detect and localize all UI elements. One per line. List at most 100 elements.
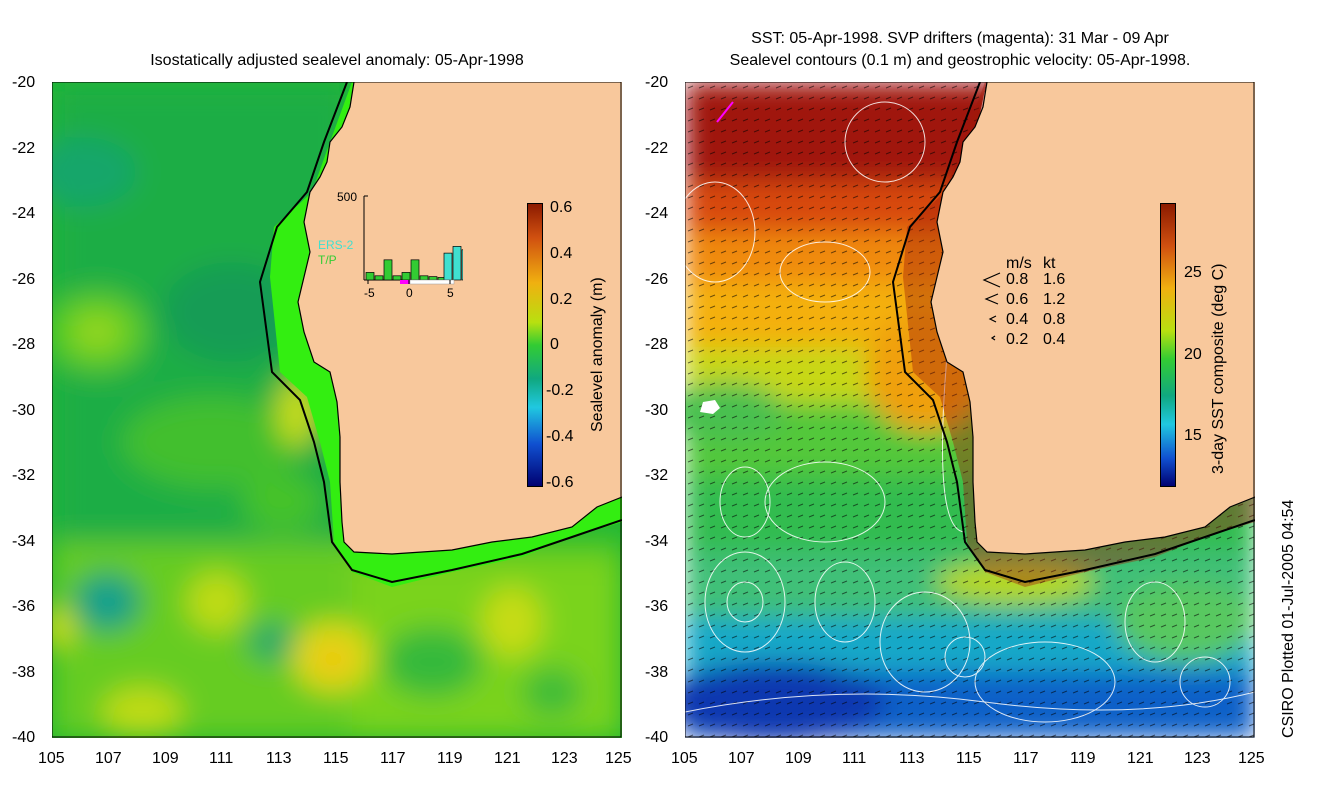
left-x-tick-7: 119 [437, 750, 463, 767]
left-cbar-tick-6: -0.6 [546, 474, 574, 491]
velocity-key-kt-0: 1.6 [1043, 271, 1066, 288]
left-y-tick-5: -30 [12, 402, 36, 419]
right-x-tick-5: 115 [956, 750, 982, 767]
left-cbar-tick-2: 0.2 [550, 291, 573, 308]
coastline-right [930, 82, 1255, 555]
inset-y-max: 500 [337, 190, 358, 204]
sealevel-colorbar [527, 203, 543, 487]
velocity-key-ms-1: 0.6 [1006, 291, 1029, 308]
velocity-key-ms-0: 0.8 [1006, 271, 1029, 288]
left-y-tick-1: -22 [12, 140, 36, 157]
left-x-tick-6: 117 [380, 750, 406, 767]
right-colorbar-label: 3-day SST composite (deg C) [1210, 263, 1227, 474]
velocity-key-kt-2: 0.8 [1043, 311, 1066, 328]
left-x-tick-1: 107 [95, 750, 122, 767]
velocity-key-header-kt: kt [1043, 255, 1056, 272]
plot-credit: CSIRO Plotted 01-Jul-2005 04:54 [1280, 499, 1297, 738]
right-y-tick-5: -30 [645, 402, 669, 419]
right-x-tick-2: 109 [785, 750, 812, 767]
right-x-tick-9: 123 [1184, 750, 1211, 767]
inset-tp-bar [410, 259, 420, 281]
velocity-key-kt-3: 0.4 [1043, 331, 1066, 348]
right-x-tick-7: 119 [1070, 750, 1096, 767]
left-cbar-tick-3: 0 [550, 336, 559, 353]
left-x-tick-8: 121 [494, 750, 521, 767]
left-y-tick-10: -40 [12, 729, 36, 746]
left-colorbar-label: Sealevel anomaly (m) [589, 277, 606, 432]
velocity-key-header-ms: m/s [1006, 255, 1032, 272]
inset-tp-bar [419, 275, 429, 281]
left-x-tick-9: 123 [551, 750, 578, 767]
left-y-tick-4: -28 [12, 336, 36, 353]
inset-x-tick-1: 0 [406, 286, 413, 300]
right-y-tick-7: -34 [645, 533, 669, 550]
right-panel-title-line2: Sealevel contours (0.1 m) and geostrophi… [729, 52, 1191, 69]
inset-ers2-bar [443, 252, 453, 281]
inset-tp-bar [374, 275, 384, 281]
velocity-key-ms-2: 0.4 [1006, 311, 1029, 328]
right-y-tick-9: -38 [645, 664, 669, 681]
inset-tp-bar [428, 276, 438, 281]
left-y-tick-0: -20 [12, 74, 36, 91]
inset-tp-bar [365, 272, 375, 281]
left-y-tick-8: -36 [12, 598, 36, 615]
svp-drifter-track [716, 101, 734, 123]
right-y-tick-2: -24 [645, 205, 669, 222]
left-x-tick-10: 125 [605, 750, 632, 767]
right-x-tick-8: 121 [1127, 750, 1154, 767]
inset-legend-ers2: ERS-2 [318, 238, 354, 252]
left-cbar-tick-1: 0.4 [550, 245, 573, 262]
velocity-key-ms-3: 0.2 [1006, 331, 1029, 348]
left-x-tick-0: 105 [38, 750, 65, 767]
left-cbar-tick-4: -0.2 [546, 382, 574, 399]
inset-tp-bar [401, 272, 411, 281]
sealevel-anomaly-map [52, 82, 622, 738]
inset-tp-bar [383, 259, 393, 281]
altimeter-histogram-inset [363, 195, 463, 285]
right-y-tick-10: -40 [645, 729, 669, 746]
left-x-tick-5: 115 [323, 750, 349, 767]
right-cbar-tick-1: 20 [1184, 346, 1202, 363]
left-x-tick-3: 111 [209, 750, 234, 767]
isobath-line [258, 82, 622, 584]
inset-tp-bar [392, 275, 402, 281]
anomaly-field [52, 82, 622, 738]
right-y-tick-3: -26 [645, 271, 669, 288]
right-cbar-tick-2: 15 [1184, 427, 1202, 444]
right-y-tick-4: -28 [645, 336, 669, 353]
left-panel-title: Isostatically adjusted sealevel anomaly:… [150, 52, 524, 69]
inset-legend-tp: T/P [318, 253, 337, 267]
left-y-tick-7: -34 [12, 533, 36, 550]
isobath-line-right [891, 82, 1255, 584]
left-x-tick-2: 109 [152, 750, 179, 767]
right-x-tick-0: 105 [671, 750, 698, 767]
coastline [297, 82, 622, 555]
right-panel-title-line1: SST: 05-Apr-1998. SVP drifters (magenta)… [751, 30, 1169, 47]
right-cbar-tick-0: 25 [1184, 264, 1202, 281]
cloud-mask [700, 400, 720, 414]
right-y-tick-0: -20 [645, 74, 669, 91]
left-y-tick-6: -32 [12, 467, 36, 484]
inset-x-tick-2: 5 [447, 286, 454, 300]
left-y-tick-3: -26 [12, 271, 36, 288]
right-x-tick-1: 107 [728, 750, 755, 767]
right-y-tick-6: -32 [645, 467, 669, 484]
velocity-key-arrows [982, 272, 1001, 341]
velocity-key-kt-1: 1.2 [1043, 291, 1066, 308]
right-y-tick-8: -36 [645, 598, 669, 615]
inset-time-track [409, 279, 455, 285]
right-x-tick-10: 125 [1238, 750, 1265, 767]
left-y-tick-2: -24 [12, 205, 36, 222]
right-x-tick-4: 113 [899, 750, 925, 767]
inset-ers2-bar [461, 249, 463, 281]
inset-x-tick-0: -5 [364, 286, 375, 300]
right-y-tick-1: -22 [645, 140, 669, 157]
right-x-tick-6: 117 [1013, 750, 1039, 767]
inset-time-marker [400, 280, 410, 284]
left-cbar-tick-0: 0.6 [550, 199, 573, 216]
left-x-tick-4: 113 [266, 750, 292, 767]
right-x-tick-3: 111 [842, 750, 867, 767]
inset-ers2-bar [452, 246, 462, 281]
left-y-tick-9: -38 [12, 664, 36, 681]
left-cbar-tick-5: -0.4 [546, 428, 574, 445]
